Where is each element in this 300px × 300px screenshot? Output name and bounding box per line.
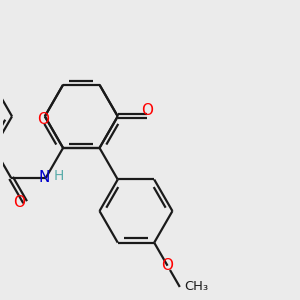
Text: O: O — [141, 103, 153, 118]
Text: CH₃: CH₃ — [185, 280, 209, 293]
Text: O: O — [13, 195, 25, 210]
Text: O: O — [38, 112, 50, 127]
Text: H: H — [53, 169, 64, 183]
Text: O: O — [161, 258, 173, 273]
Text: N: N — [39, 170, 50, 185]
